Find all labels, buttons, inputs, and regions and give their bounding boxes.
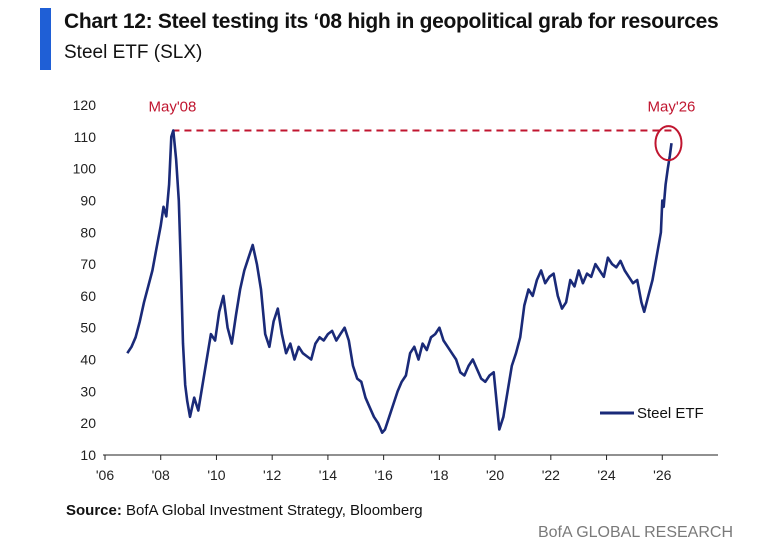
x-tick-label: '06 — [96, 467, 114, 483]
x-tick-label: '08 — [152, 467, 170, 483]
y-tick-label: 30 — [80, 383, 96, 399]
y-tick-label: 80 — [80, 224, 96, 240]
y-tick-label: 60 — [80, 288, 96, 304]
x-tick-label: '16 — [375, 467, 393, 483]
x-tick-label: '20 — [486, 467, 504, 483]
y-tick-label: 20 — [80, 415, 96, 431]
legend-label: Steel ETF — [637, 405, 704, 422]
y-tick-label: 10 — [80, 447, 96, 463]
source-text: BofA Global Investment Strategy, Bloombe… — [126, 502, 423, 519]
source-note: Source: BofA Global Investment Strategy,… — [66, 502, 423, 519]
x-tick-label: '10 — [207, 467, 225, 483]
steel-etf-line — [126, 129, 673, 434]
accent-bar — [40, 8, 51, 70]
x-tick-label: '22 — [542, 467, 560, 483]
y-tick-label: 40 — [80, 352, 96, 368]
y-tick-label: 70 — [80, 256, 96, 272]
source-label: Source: — [66, 502, 122, 519]
chart-subtitle: Steel ETF (SLX) — [64, 42, 203, 63]
x-tick-label: '12 — [263, 467, 281, 483]
x-tick-label: '18 — [430, 467, 448, 483]
y-tick-label: 110 — [74, 129, 97, 145]
y-tick-label: 90 — [80, 192, 96, 208]
y-axis-ticks: 10 20 30 40 50 60 70 80 90 100 110 120 — [73, 97, 97, 463]
x-tick-label: '24 — [597, 467, 615, 483]
annotation-may08: May'08 — [148, 98, 196, 115]
chart-title: Chart 12: Steel testing its ‘08 high in … — [64, 10, 719, 33]
brand-footer: BofA GLOBAL RESEARCH — [537, 524, 733, 541]
y-tick-label: 100 — [73, 161, 97, 177]
y-tick-label: 120 — [73, 97, 97, 113]
y-tick-label: 50 — [80, 320, 96, 336]
x-tick-label: '26 — [653, 467, 671, 483]
annotation-may26: May'26 — [648, 98, 696, 115]
may26-highlight-circle — [654, 125, 683, 162]
x-axis-ticks: '06 '08 '10 '12 '14 '16 '18 '20 '22 '24 '26 — [96, 455, 672, 483]
x-tick-label: '14 — [319, 467, 337, 483]
